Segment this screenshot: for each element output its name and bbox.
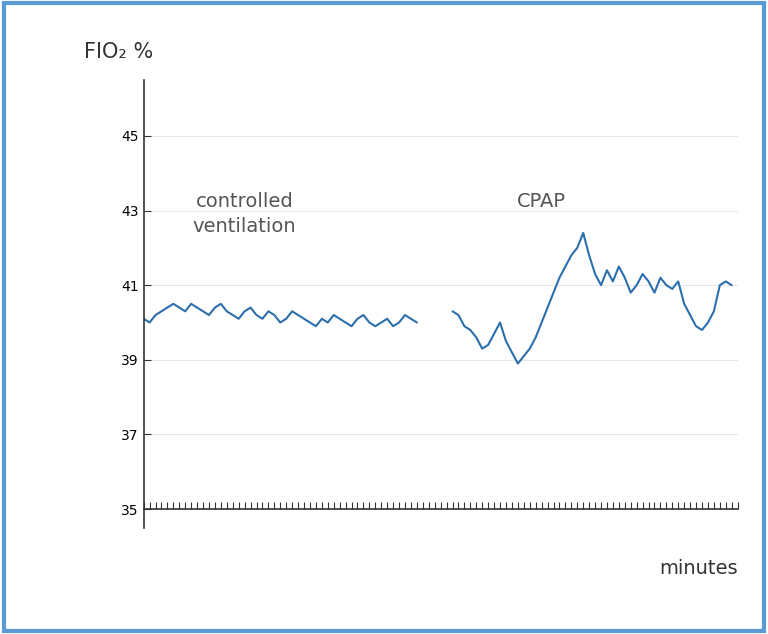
Text: minutes: minutes — [659, 559, 737, 578]
Text: CPAP: CPAP — [517, 192, 566, 211]
Text: controlled
ventilation: controlled ventilation — [193, 192, 296, 236]
Text: FIO₂ %: FIO₂ % — [84, 42, 154, 62]
